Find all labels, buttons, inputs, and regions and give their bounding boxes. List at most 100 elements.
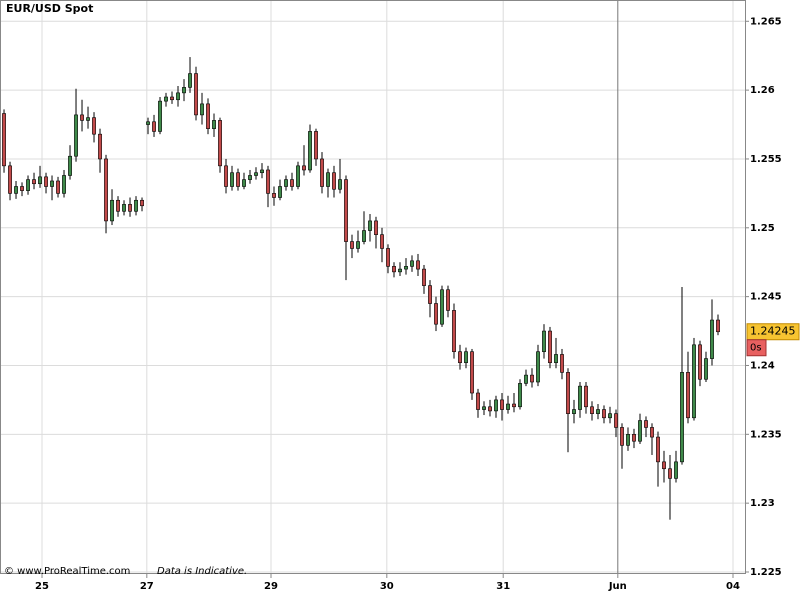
candle-body — [236, 172, 240, 187]
candle-body — [716, 319, 720, 333]
candle-body — [20, 186, 24, 191]
candle-body — [296, 165, 300, 187]
candle-body — [218, 120, 222, 167]
candle-body — [134, 199, 138, 212]
candle-body — [398, 268, 402, 273]
last-price-label: 1.24245 — [750, 325, 796, 338]
candle-body — [458, 351, 462, 364]
candle-body — [476, 392, 480, 410]
candle-body — [74, 114, 78, 157]
candle-body — [200, 103, 204, 116]
x-tick-label: 31 — [496, 581, 510, 592]
candle-body — [554, 354, 558, 364]
candle-body — [254, 172, 258, 176]
grid — [0, 0, 745, 574]
candle-body — [56, 180, 60, 194]
candle-body — [2, 113, 6, 167]
candle-body — [410, 260, 414, 267]
candle-body — [596, 409, 600, 414]
candle-body — [158, 100, 162, 132]
candle-body — [674, 461, 678, 479]
x-tick-label: 30 — [380, 581, 394, 592]
plot-frame — [0, 0, 746, 574]
candle-body — [704, 358, 708, 380]
candle-body — [392, 266, 396, 273]
candle-body — [608, 413, 612, 419]
candle-body — [680, 372, 684, 463]
candle-body — [122, 204, 126, 212]
countdown-label: 0s — [750, 343, 762, 354]
candles — [2, 57, 720, 520]
x-tick-label: 29 — [264, 581, 278, 592]
x-tick-label: Jun — [608, 581, 627, 592]
candle-body — [356, 241, 360, 249]
candle-body — [206, 103, 210, 129]
candle-body — [38, 176, 42, 185]
candle-body — [446, 289, 450, 311]
candle-body — [314, 131, 318, 160]
candle-body — [302, 165, 306, 171]
candle-body — [452, 310, 456, 353]
candle-body — [32, 179, 36, 185]
candle-body — [440, 289, 444, 325]
candle-body — [512, 403, 516, 408]
candle-body — [434, 303, 438, 325]
candle-body — [536, 351, 540, 383]
candle-body — [14, 186, 18, 194]
candle-body — [632, 434, 636, 442]
candle-body — [494, 399, 498, 412]
candle-body — [230, 172, 234, 187]
candle-body — [44, 176, 48, 187]
candle-body — [290, 179, 294, 187]
candle-body — [140, 199, 144, 207]
candle-body — [710, 319, 714, 359]
candle-body — [212, 120, 216, 129]
axes: 1.225 1.23 1.235 1.24 1.245 1.25 1.255 1.26 1.26… — [35, 16, 800, 592]
candle-body — [98, 133, 102, 160]
candle-body — [80, 114, 84, 121]
candle-body — [332, 172, 336, 190]
y-tick-label: 1.255 — [750, 154, 782, 165]
candle-body — [242, 179, 246, 187]
candle-body — [518, 383, 522, 408]
y-tick-label: 1.235 — [750, 429, 782, 440]
copyright: © www.ProRealTime.com — [4, 566, 130, 577]
candle-body — [614, 413, 618, 428]
candle-body — [686, 372, 690, 419]
candle-body — [638, 420, 642, 442]
candle-body — [500, 399, 504, 410]
candle-body — [68, 155, 72, 176]
candle-body — [506, 403, 510, 410]
candle-body — [176, 92, 180, 101]
candle-body — [164, 96, 168, 102]
candle-body — [362, 230, 366, 242]
candle-body — [620, 427, 624, 446]
candle-body — [428, 285, 432, 304]
candle-body — [260, 169, 264, 174]
candle-body — [62, 175, 66, 194]
footnote: Data is Indicative. — [157, 566, 247, 577]
candle-body — [698, 344, 702, 380]
candle-body — [278, 186, 282, 198]
candle-body — [344, 179, 348, 242]
candle-body — [530, 374, 534, 383]
candle-body — [194, 73, 198, 116]
candle-body — [662, 461, 666, 470]
candle-body — [128, 204, 132, 212]
candle-body — [524, 374, 528, 384]
candle-body — [326, 172, 330, 187]
candle-body — [92, 117, 96, 135]
y-tick-label: 1.25 — [750, 223, 775, 234]
candle-body — [542, 330, 546, 353]
candle-body — [578, 385, 582, 410]
candle-body — [152, 121, 156, 132]
candle-body — [320, 158, 324, 187]
candle-body — [350, 241, 354, 249]
candle-body — [422, 268, 426, 286]
candle-body — [656, 436, 660, 463]
candle-body — [650, 427, 654, 438]
y-tick-label: 1.26 — [750, 85, 775, 96]
candle-body — [416, 260, 420, 270]
candle-body — [8, 165, 12, 194]
